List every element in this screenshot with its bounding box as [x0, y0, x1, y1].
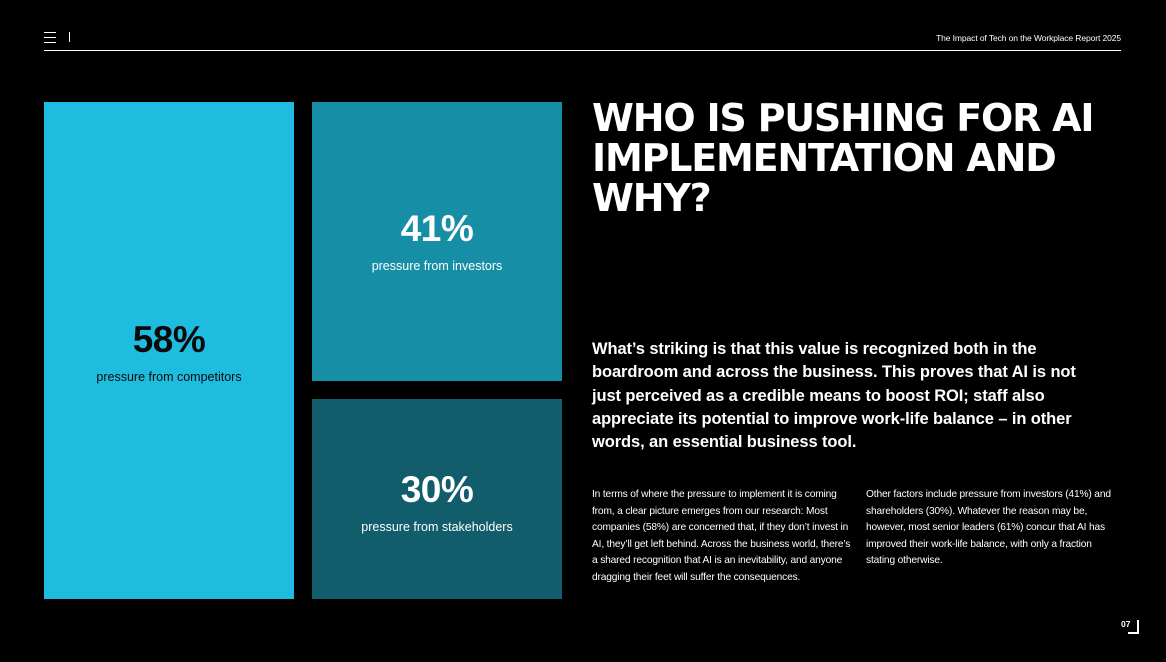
- tile-value: 30%: [400, 468, 474, 510]
- body-column-2: Other factors include pressure from inve…: [866, 489, 1111, 567]
- lead-paragraph: What’s striking is that this value is re…: [592, 340, 1076, 452]
- header-divider: [69, 32, 70, 42]
- tile-value: 41%: [400, 208, 474, 249]
- header-rule: [44, 50, 1121, 51]
- tile-label: pressure from investors: [371, 259, 503, 273]
- headline: WHO IS PUSHING FOR AI IMPLEMENTATION AND…: [592, 96, 1095, 220]
- tile-label: pressure from stakeholders: [361, 519, 513, 534]
- menu-bar: [44, 41, 56, 43]
- tile-value: 58%: [132, 319, 206, 360]
- tile-stakeholders: 30% pressure from stakeholders: [312, 399, 562, 599]
- report-title: The Impact of Tech on the Workplace Repo…: [936, 33, 1121, 43]
- page-corner-icon: [1128, 620, 1139, 634]
- tile-investors: 41% pressure from investors: [312, 102, 562, 381]
- menu-bar: [44, 36, 56, 39]
- hamburger-menu-icon[interactable]: [44, 32, 56, 43]
- tile-competitors: 58% pressure from competitors: [44, 102, 294, 599]
- tile-label: pressure from competitors: [96, 370, 242, 384]
- menu-bar: [44, 32, 56, 34]
- page-number: 07: [1121, 619, 1131, 629]
- body-column-1: In terms of where the pressure to implem…: [592, 489, 851, 583]
